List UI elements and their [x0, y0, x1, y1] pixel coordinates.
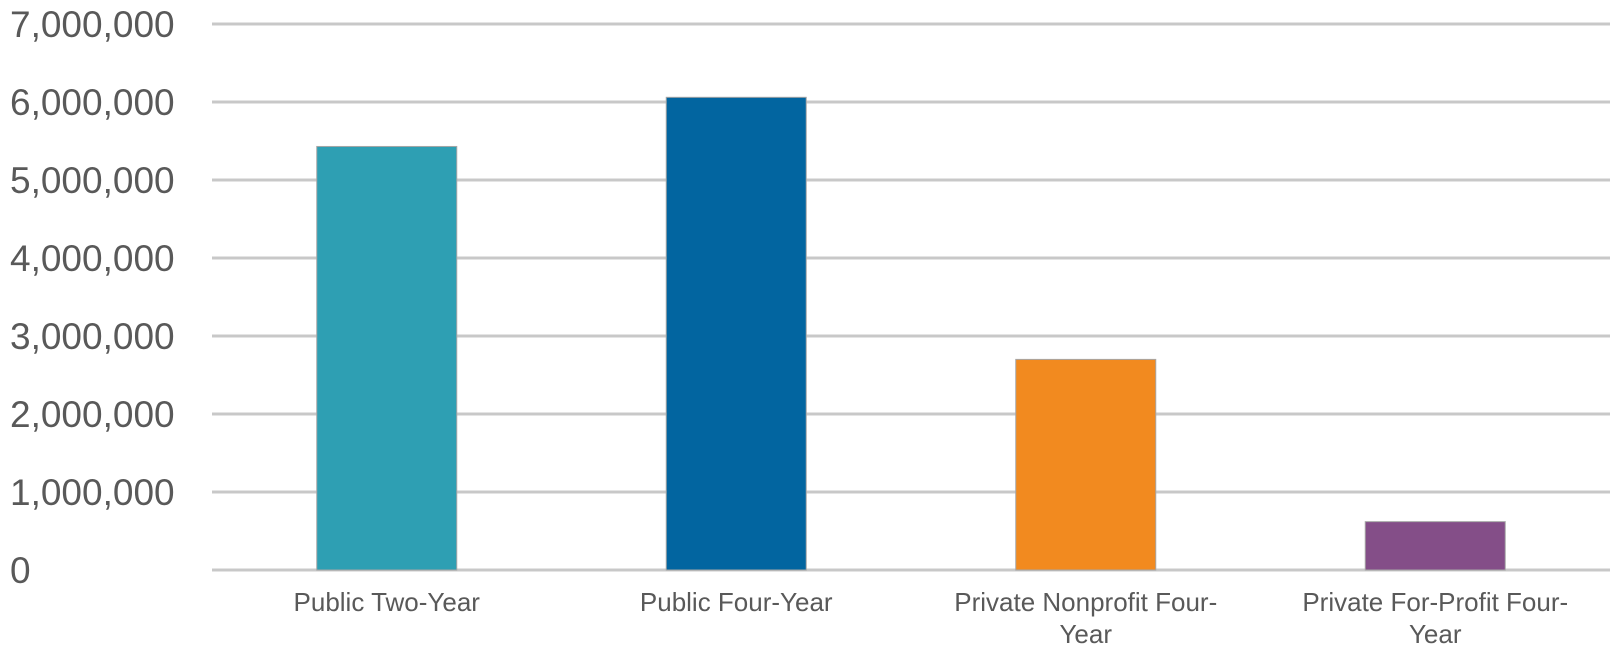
- x-axis-category-labels: Public Two-Year Public Four-Year Private N…: [294, 587, 1569, 649]
- x-tick-label: Public Two-Year: [294, 587, 481, 617]
- bars: [316, 96, 1506, 571]
- y-tick-label: 3,000,000: [10, 316, 175, 357]
- x-tick-label-line: Year: [1059, 619, 1112, 649]
- y-tick-label: 0: [10, 550, 31, 591]
- x-tick-label: Private Nonprofit Four-Year: [954, 587, 1217, 649]
- y-tick-label: 2,000,000: [10, 394, 175, 435]
- x-tick-label-line: Private For-Profit Four-: [1302, 587, 1568, 617]
- bar: [665, 96, 807, 571]
- x-tick-label-line: Private Nonprofit Four-: [954, 587, 1217, 617]
- x-tick-label: Private For-Profit Four-Year: [1302, 587, 1568, 649]
- x-tick-label: Public Four-Year: [640, 587, 833, 617]
- x-tick-label-line: Public Four-Year: [640, 587, 833, 617]
- bar: [1015, 358, 1157, 571]
- x-tick-label-line: Public Two-Year: [294, 587, 481, 617]
- y-tick-label: 4,000,000: [10, 238, 175, 279]
- y-tick-label: 6,000,000: [10, 82, 175, 123]
- x-tick-label-line: Year: [1409, 619, 1462, 649]
- bar: [1364, 521, 1506, 571]
- bar: [316, 145, 458, 571]
- y-tick-label: 7,000,000: [10, 4, 175, 45]
- y-tick-label: 5,000,000: [10, 160, 175, 201]
- y-tick-label: 1,000,000: [10, 472, 175, 513]
- y-axis-tick-labels: 0 1,000,000 2,000,000 3,000,000 4,000,000 5,0…: [10, 4, 175, 591]
